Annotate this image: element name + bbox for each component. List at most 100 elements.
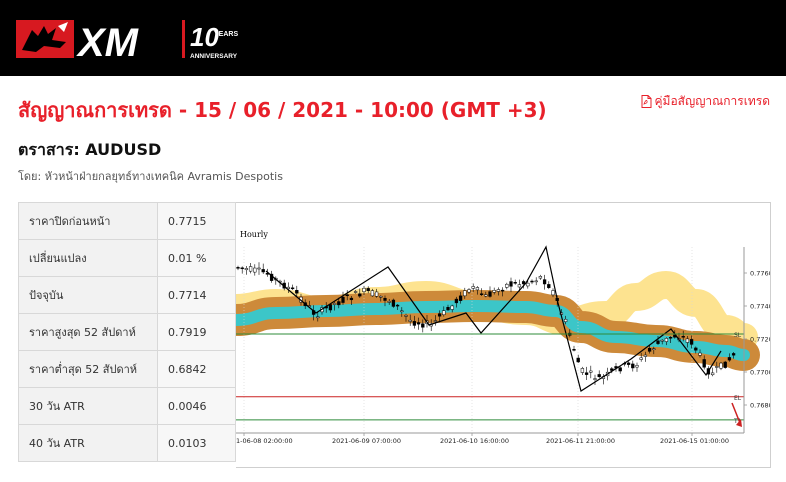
candle-body (715, 366, 719, 368)
candle-body (647, 348, 652, 352)
x-tick-label: 2021-06-09 07:00:00 (332, 437, 401, 445)
stats-row: เปลี่ยนแปลง 0.01 % (18, 239, 236, 277)
candle-body (681, 336, 685, 338)
candle-body (513, 282, 517, 284)
candle-body (593, 378, 597, 380)
candle-body (685, 338, 690, 343)
x-tick-label: 1-06-08 02:00:00 (236, 437, 293, 445)
candle-body (631, 363, 635, 369)
candle-body (345, 294, 349, 297)
candle-body (584, 372, 589, 375)
candle-body (517, 284, 522, 288)
candle-body (332, 303, 337, 305)
level-label-sl: SL (734, 332, 742, 339)
x-tick-label: 2021-06-15 01:00:00 (660, 437, 729, 445)
stats-row: ราคาปิดก่อนหน้า 0.7715 (18, 202, 236, 240)
candle-body (328, 304, 333, 311)
candle-body (379, 295, 383, 298)
candle-body (374, 291, 379, 297)
candle-body (433, 320, 438, 322)
candle-body (341, 296, 345, 303)
candle-body (236, 267, 240, 269)
x-tick-label: 2021-06-11 21:00:00 (546, 437, 615, 445)
candle-body (719, 362, 723, 369)
candle-body (668, 336, 673, 339)
stat-label: ราคาปิดก่อนหน้า (18, 202, 158, 240)
candle-body (240, 267, 244, 270)
candle-body (257, 267, 261, 270)
y-tick-label: 0.7680 (750, 402, 770, 410)
anniversary-years: YEARS (214, 31, 238, 38)
candle-body (702, 359, 706, 368)
candle-body (408, 319, 412, 322)
candle-body (387, 301, 391, 303)
candle-body (295, 290, 299, 294)
x-tick-label: 2021-06-10 16:00:00 (440, 437, 509, 445)
target-arrow-head (736, 419, 742, 427)
candle-body (488, 291, 492, 297)
candle-body (635, 365, 639, 368)
instrument-title: ตราสาร: AUDUSD (18, 140, 162, 159)
candle-body (723, 361, 727, 368)
candle-body (475, 287, 480, 291)
candle-body (618, 367, 622, 372)
candle-body (349, 297, 354, 301)
stats-table: ราคาปิดก่อนหน้า 0.7715 เปลี่ยนแปลง 0.01 % … (18, 202, 236, 462)
candle-body (370, 290, 375, 297)
stat-value: 0.6842 (157, 350, 236, 388)
candle-body (261, 269, 265, 273)
candle-body (689, 339, 694, 345)
candle-body (526, 282, 530, 287)
candle-body (576, 357, 580, 363)
stat-label: ปัจจุบัน (18, 276, 158, 314)
target-arrow (731, 402, 741, 424)
candle-body (391, 299, 396, 307)
candle-body (656, 340, 660, 344)
candle-body (450, 305, 454, 310)
candle-body (244, 268, 249, 271)
svg-text:XM: XM (76, 21, 140, 64)
author-byline: โดย: หัวหน้าฝ่ายกลยุทธ์ทางเทคนิค Avramis… (18, 170, 283, 183)
level-label-el: EL (734, 395, 742, 402)
candle-body (353, 291, 358, 293)
candle-body (521, 281, 526, 285)
stats-row: ปัจจุบัน 0.7714 (18, 276, 236, 314)
candle-body (538, 276, 543, 279)
candle-body (597, 374, 601, 378)
stats-row: 40 วัน ATR 0.0103 (18, 424, 236, 462)
candle-body (500, 289, 505, 292)
candle-body (316, 316, 320, 319)
candle-body (660, 339, 664, 342)
stats-row: ราคาต่ำสุด 52 สัปดาห์ 0.6842 (18, 350, 236, 388)
candle-body (563, 319, 568, 322)
anniversary-number: 10 (190, 22, 219, 52)
stat-value: 0.7714 (157, 276, 236, 314)
stat-value: 0.0046 (157, 387, 236, 425)
candle-body (337, 301, 341, 306)
candle-body (505, 283, 509, 288)
candle-body (652, 348, 656, 350)
xm-logo[interactable]: XM 10 YEARS ANNIVERSARY (14, 14, 254, 64)
candle-body (534, 280, 538, 283)
candle-body (248, 266, 253, 272)
candle-body (395, 304, 400, 307)
candle-body (530, 280, 534, 283)
candle-body (547, 284, 551, 288)
candle-body (698, 352, 702, 356)
stat-value: 0.01 % (157, 239, 236, 277)
signals-manual-link[interactable]: คู่มือสัญญาณการเทรด (641, 92, 771, 111)
candle-body (626, 362, 631, 365)
candle-body (643, 354, 648, 357)
stat-label: ราคาสูงสุด 52 สัปดาห์ (18, 313, 158, 351)
candle-body (664, 338, 669, 342)
anniversary-label: ANNIVERSARY (190, 53, 238, 60)
level-label-t1: T1 (733, 418, 742, 425)
candle-body (454, 298, 459, 304)
candle-body (383, 297, 387, 301)
signals-manual-label[interactable]: คู่มือสัญญาณการเทรด (654, 94, 771, 108)
candle-body (442, 310, 446, 316)
candle-body (404, 315, 408, 317)
